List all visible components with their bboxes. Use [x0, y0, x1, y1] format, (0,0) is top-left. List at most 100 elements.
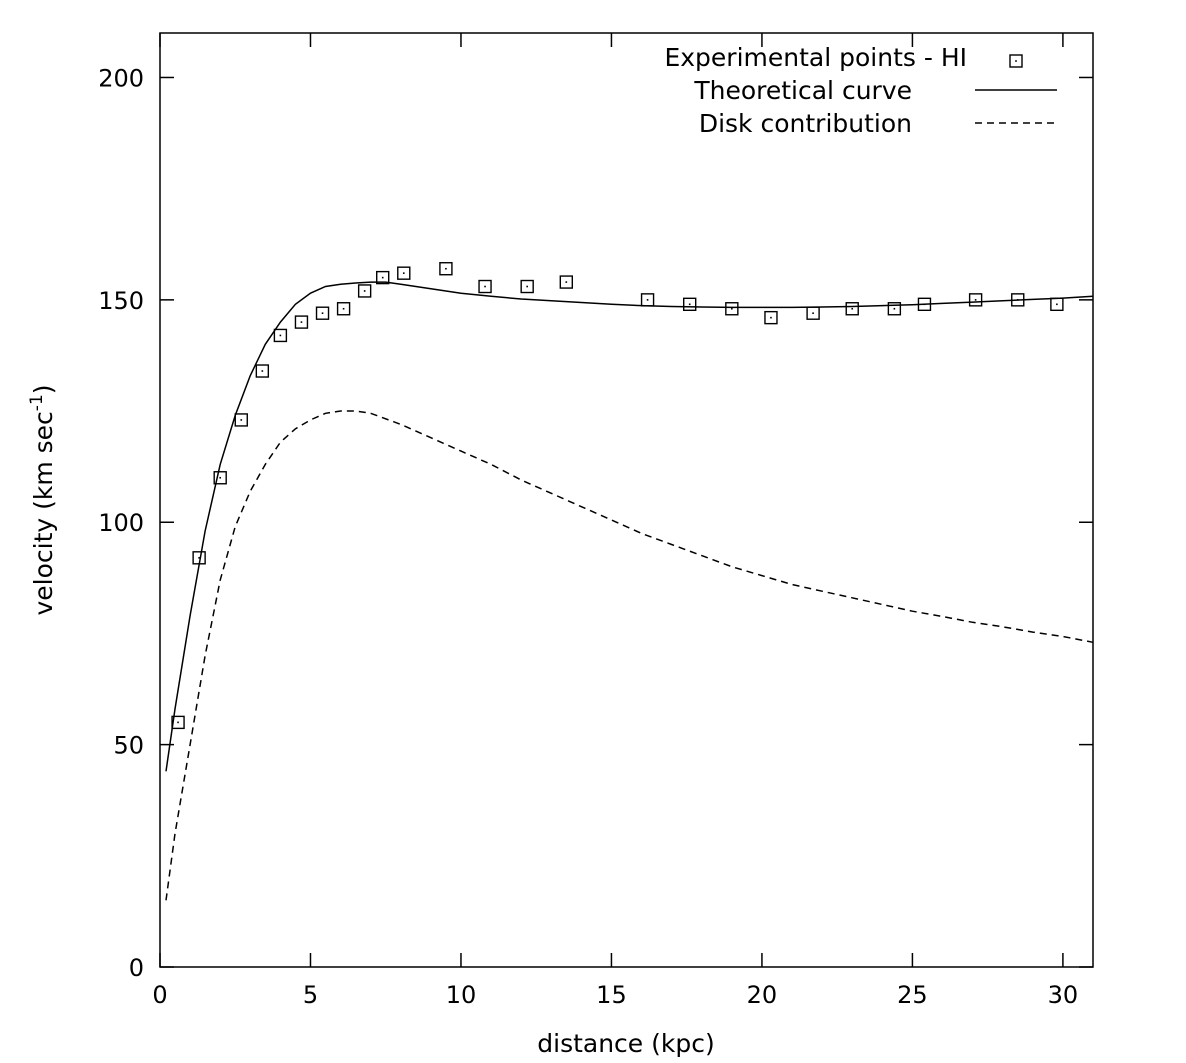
series-experimental-points	[171, 262, 1064, 730]
series-theoretical-curve-line	[165, 281, 1094, 772]
data-point-9-square	[357, 284, 372, 298]
x-tick-label-2: 10	[446, 981, 477, 1009]
y-tick-label-2: 100	[98, 509, 144, 537]
data-point-2-square	[213, 471, 227, 485]
data-point-15	[559, 275, 574, 289]
data-point-19-square	[764, 310, 778, 325]
data-point-19-dot	[770, 316, 772, 319]
x-axis-title: distance (kpc)	[537, 1029, 714, 1058]
data-point-8-dot	[342, 307, 345, 310]
x-tick-label-6: 30	[1048, 981, 1079, 1009]
data-point-26-dot	[1056, 303, 1058, 306]
data-point-6	[294, 315, 309, 329]
axis-ticks: 0 5 10 15 20 25 30 0 50 100 150 200	[98, 33, 1093, 1009]
data-point-20	[806, 306, 820, 320]
data-point-10-square	[376, 270, 390, 285]
data-point-3	[234, 413, 248, 427]
y-tick-label-0: 0	[129, 954, 144, 982]
legend-label-0: Experimental points - HI	[664, 43, 967, 72]
data-point-1-dot	[198, 557, 200, 559]
data-point-14-dot	[526, 285, 528, 288]
y-axis-title-superscript: -1	[27, 394, 47, 411]
data-point-2	[213, 471, 227, 485]
data-point-7	[315, 306, 330, 320]
data-point-12-square	[439, 262, 453, 276]
data-point-24-square	[968, 293, 983, 307]
data-point-24	[968, 293, 983, 307]
data-point-3-square	[234, 413, 248, 427]
data-point-0-dot	[177, 721, 179, 724]
data-point-8	[336, 302, 351, 316]
data-point-18-square	[725, 302, 739, 316]
data-point-7-dot	[321, 312, 324, 314]
series-disk-contribution-line	[165, 410, 1094, 901]
data-point-13-dot	[484, 285, 486, 288]
data-point-6-square	[294, 315, 309, 329]
data-point-17-dot	[688, 303, 691, 306]
legend-marker-0-square	[1009, 54, 1023, 68]
y-tick-label-3: 150	[98, 287, 144, 315]
x-tick-label-3: 15	[596, 981, 627, 1009]
data-point-22-square	[887, 302, 902, 316]
legend: Experimental points - HI Theoretical curv…	[664, 43, 1057, 138]
data-point-11	[397, 266, 411, 280]
data-point-11-square	[397, 266, 411, 280]
data-point-6-dot	[300, 321, 303, 323]
data-point-12	[439, 262, 453, 276]
legend-marker-0	[1009, 54, 1023, 68]
data-point-2-dot	[219, 476, 221, 479]
x-tick-label-4: 20	[747, 981, 778, 1009]
data-point-13	[478, 279, 492, 294]
x-tick-label-5: 25	[897, 981, 928, 1009]
data-point-5-square	[273, 328, 288, 343]
data-point-10	[376, 270, 390, 285]
data-point-5	[273, 328, 288, 343]
data-point-18-dot	[731, 307, 733, 310]
data-point-9-dot	[363, 290, 366, 292]
data-point-14	[520, 279, 534, 294]
legend-label-1: Theoretical curve	[693, 76, 912, 105]
data-point-17-square	[683, 297, 697, 312]
data-point-21-square	[845, 302, 859, 316]
data-point-8-square	[336, 302, 351, 316]
data-point-4-square	[255, 364, 270, 378]
series-layer	[165, 262, 1094, 901]
data-point-11-dot	[402, 272, 405, 274]
data-point-26	[1050, 297, 1064, 312]
legend-label-2: Disk contribution	[699, 109, 912, 138]
y-axis-title-main: velocity (km sec	[29, 411, 58, 615]
data-point-7-square	[315, 306, 330, 320]
y-tick-label-4: 200	[98, 64, 144, 92]
data-point-22	[887, 302, 902, 316]
y-tick-label-1: 50	[113, 732, 144, 760]
data-point-17	[683, 297, 697, 312]
data-point-5-dot	[279, 334, 282, 337]
y-axis-title-close: )	[29, 384, 58, 394]
x-tick-label-0: 0	[152, 981, 167, 1009]
data-point-10-dot	[381, 276, 384, 279]
data-point-4-dot	[261, 370, 264, 372]
data-point-12-dot	[445, 267, 447, 270]
data-point-4	[255, 364, 270, 378]
data-point-14-square	[520, 279, 534, 294]
data-point-21	[845, 302, 859, 316]
data-point-15-dot	[565, 281, 568, 283]
data-point-15-square	[559, 275, 574, 289]
plot-frame	[159, 32, 1094, 968]
legend-marker-0-dot	[1015, 60, 1017, 62]
data-point-19	[764, 310, 778, 325]
data-point-22-dot	[893, 307, 896, 310]
data-point-0	[171, 715, 185, 730]
data-point-3-dot	[240, 419, 243, 421]
x-tick-label-1: 5	[303, 981, 318, 1009]
data-point-20-dot	[812, 312, 814, 314]
y-axis-title: velocity (km sec-1)	[27, 384, 58, 615]
data-point-0-square	[171, 715, 185, 730]
data-point-18	[725, 302, 739, 316]
data-point-24-dot	[974, 299, 977, 301]
data-point-9	[357, 284, 372, 298]
data-point-16	[640, 293, 655, 307]
data-point-13-square	[478, 279, 492, 294]
data-point-16-dot	[646, 299, 649, 301]
